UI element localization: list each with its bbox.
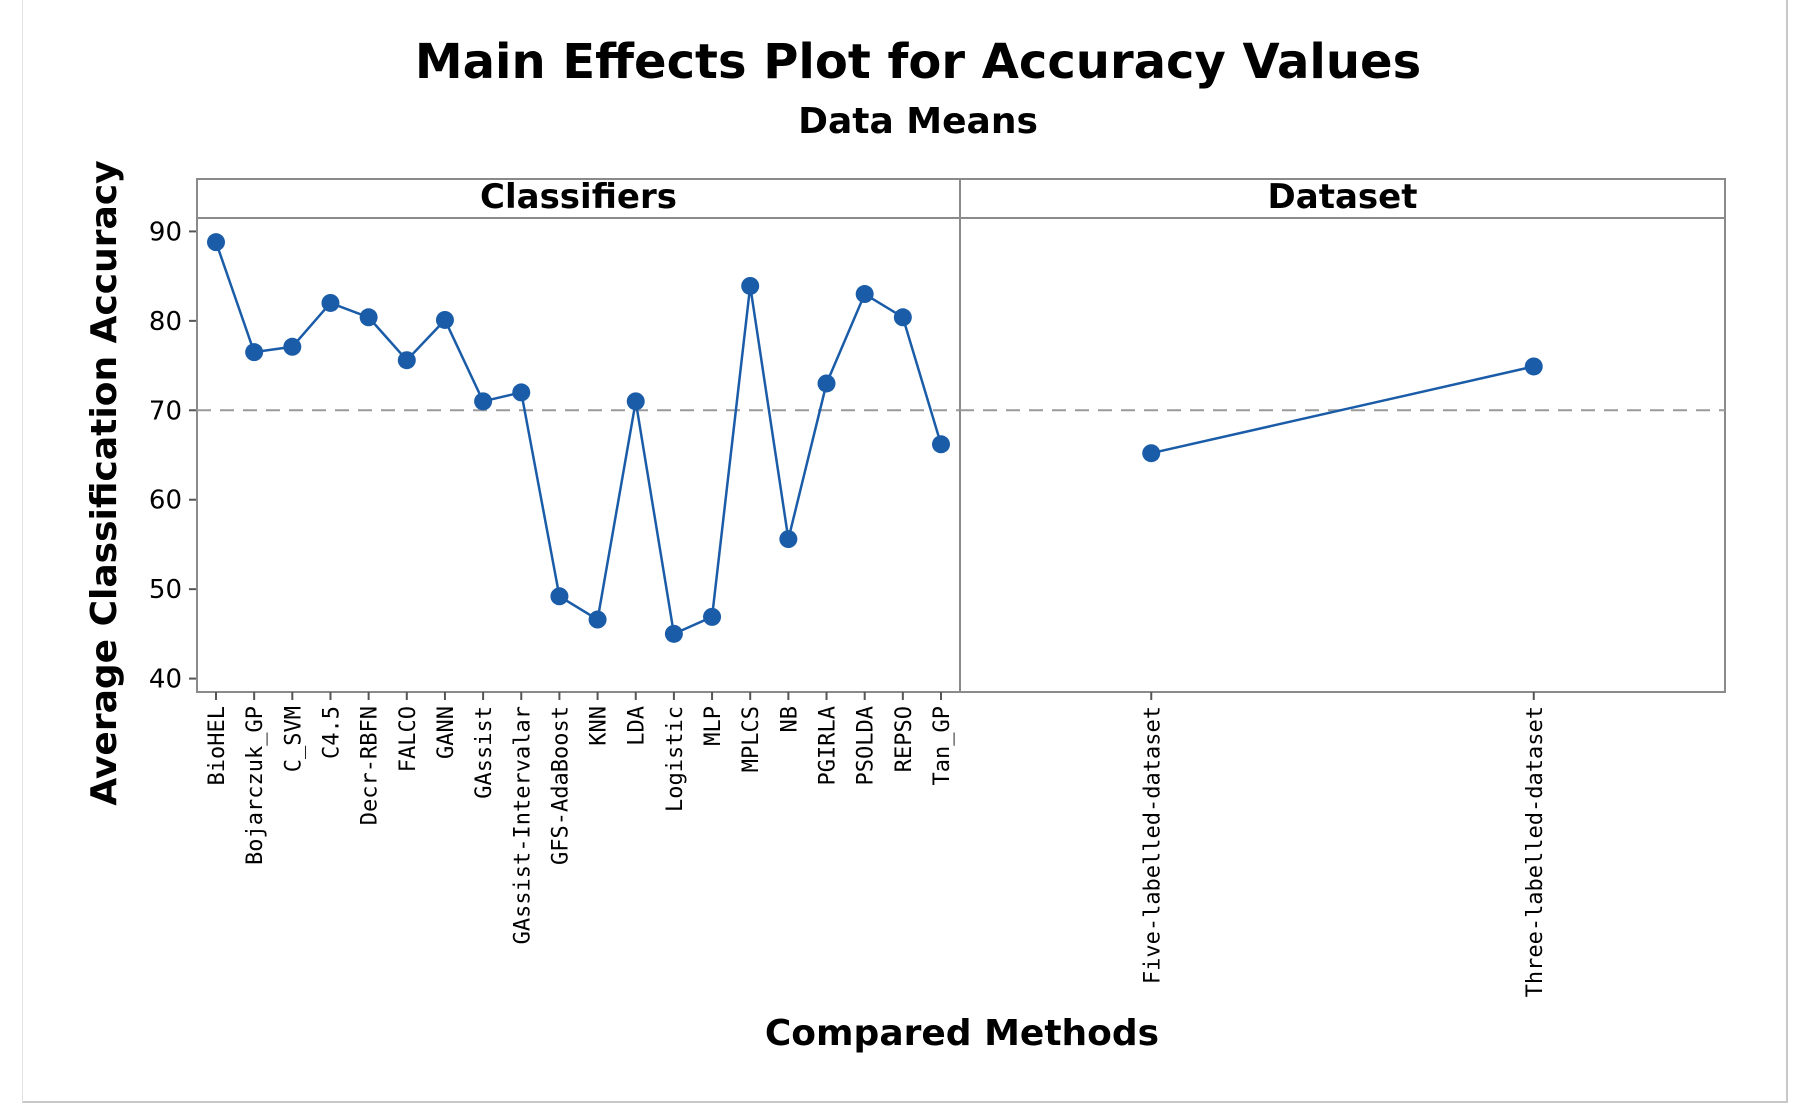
data-point — [397, 351, 416, 370]
x-tick-label: GAssist — [472, 706, 497, 799]
x-tick-label: LDA — [625, 706, 650, 746]
x-tick-label: NB — [777, 706, 802, 733]
data-point — [321, 293, 340, 312]
x-tick-label: PSOLDA — [854, 706, 879, 785]
data-point — [741, 276, 760, 295]
x-tick-label: Five-labelled-dataset — [1140, 706, 1165, 984]
data-point — [245, 343, 264, 362]
data-point — [817, 374, 836, 393]
x-axis-label: Compared Methods — [765, 1013, 1159, 1054]
x-tick-label: MPLCS — [739, 706, 764, 772]
data-point — [435, 310, 454, 329]
data-point — [893, 308, 912, 327]
chart-subtitle: Data Means — [798, 101, 1038, 142]
x-tick-label: REPSO — [892, 706, 917, 772]
data-point — [626, 392, 645, 411]
x-tick-label: BioHEL — [205, 706, 230, 785]
data-point — [855, 285, 874, 304]
panel-border — [196, 178, 961, 693]
x-tick-label: PGIRLA — [816, 706, 841, 785]
x-tick-label: GANN — [434, 706, 459, 759]
y-tick-label: 70 — [149, 396, 182, 426]
y-tick-label: 90 — [149, 217, 182, 247]
x-tick-label: C_SVM — [281, 706, 306, 772]
panel-title: Dataset — [1268, 177, 1418, 217]
x-tick-label: GAssist-Intervalar — [510, 706, 535, 944]
x-tick-label: Decr-RBFN — [358, 706, 383, 825]
chart-frame — [22, 0, 1788, 1103]
x-tick-label: MLP — [701, 706, 726, 746]
data-point — [932, 435, 950, 454]
data-point — [779, 530, 798, 549]
x-tick-label: Three-labelled-dataset — [1523, 706, 1548, 997]
data-point — [1524, 357, 1543, 376]
x-tick-label: FALCO — [396, 706, 421, 772]
panel-border — [959, 178, 1726, 693]
y-tick-label: 80 — [149, 307, 182, 337]
x-tick-label: KNN — [587, 706, 612, 746]
x-tick-label: Logistic — [663, 706, 688, 812]
chart-title: Main Effects Plot for Accuracy Values — [415, 34, 1421, 90]
y-tick-label: 50 — [149, 575, 182, 605]
data-point — [359, 308, 378, 327]
x-tick-label: GFS-AdaBoost — [548, 706, 573, 865]
panels: 40 50 60 70 80 90 Classifiers BioHEL Bojarczuk_G… — [149, 177, 1726, 997]
data-point — [703, 607, 722, 626]
data-point — [474, 392, 493, 411]
data-point — [550, 587, 569, 606]
y-axis-label: Average Classification Accuracy — [84, 160, 125, 805]
data-point — [512, 383, 531, 402]
data-point — [664, 624, 683, 643]
data-point — [1142, 444, 1161, 463]
series-line — [1150, 365, 1535, 455]
panel-title: Classifiers — [480, 177, 677, 217]
data-point — [588, 610, 607, 629]
y-tick-label: 60 — [149, 486, 182, 516]
data-point — [283, 337, 302, 356]
panel-classifiers: Classifiers BioHEL Bojarczuk_GP C_SVM C4.5 De… — [196, 177, 961, 944]
y-tick-label: 40 — [149, 665, 182, 695]
x-tick-label: C4.5 — [319, 706, 344, 759]
data-point — [207, 233, 225, 252]
panel-dataset: Dataset Five-labelled-dataset Three-labell… — [959, 177, 1726, 997]
x-tick-label: Bojarczuk_GP — [243, 706, 268, 865]
x-tick-label: Tan_GP — [930, 706, 955, 785]
